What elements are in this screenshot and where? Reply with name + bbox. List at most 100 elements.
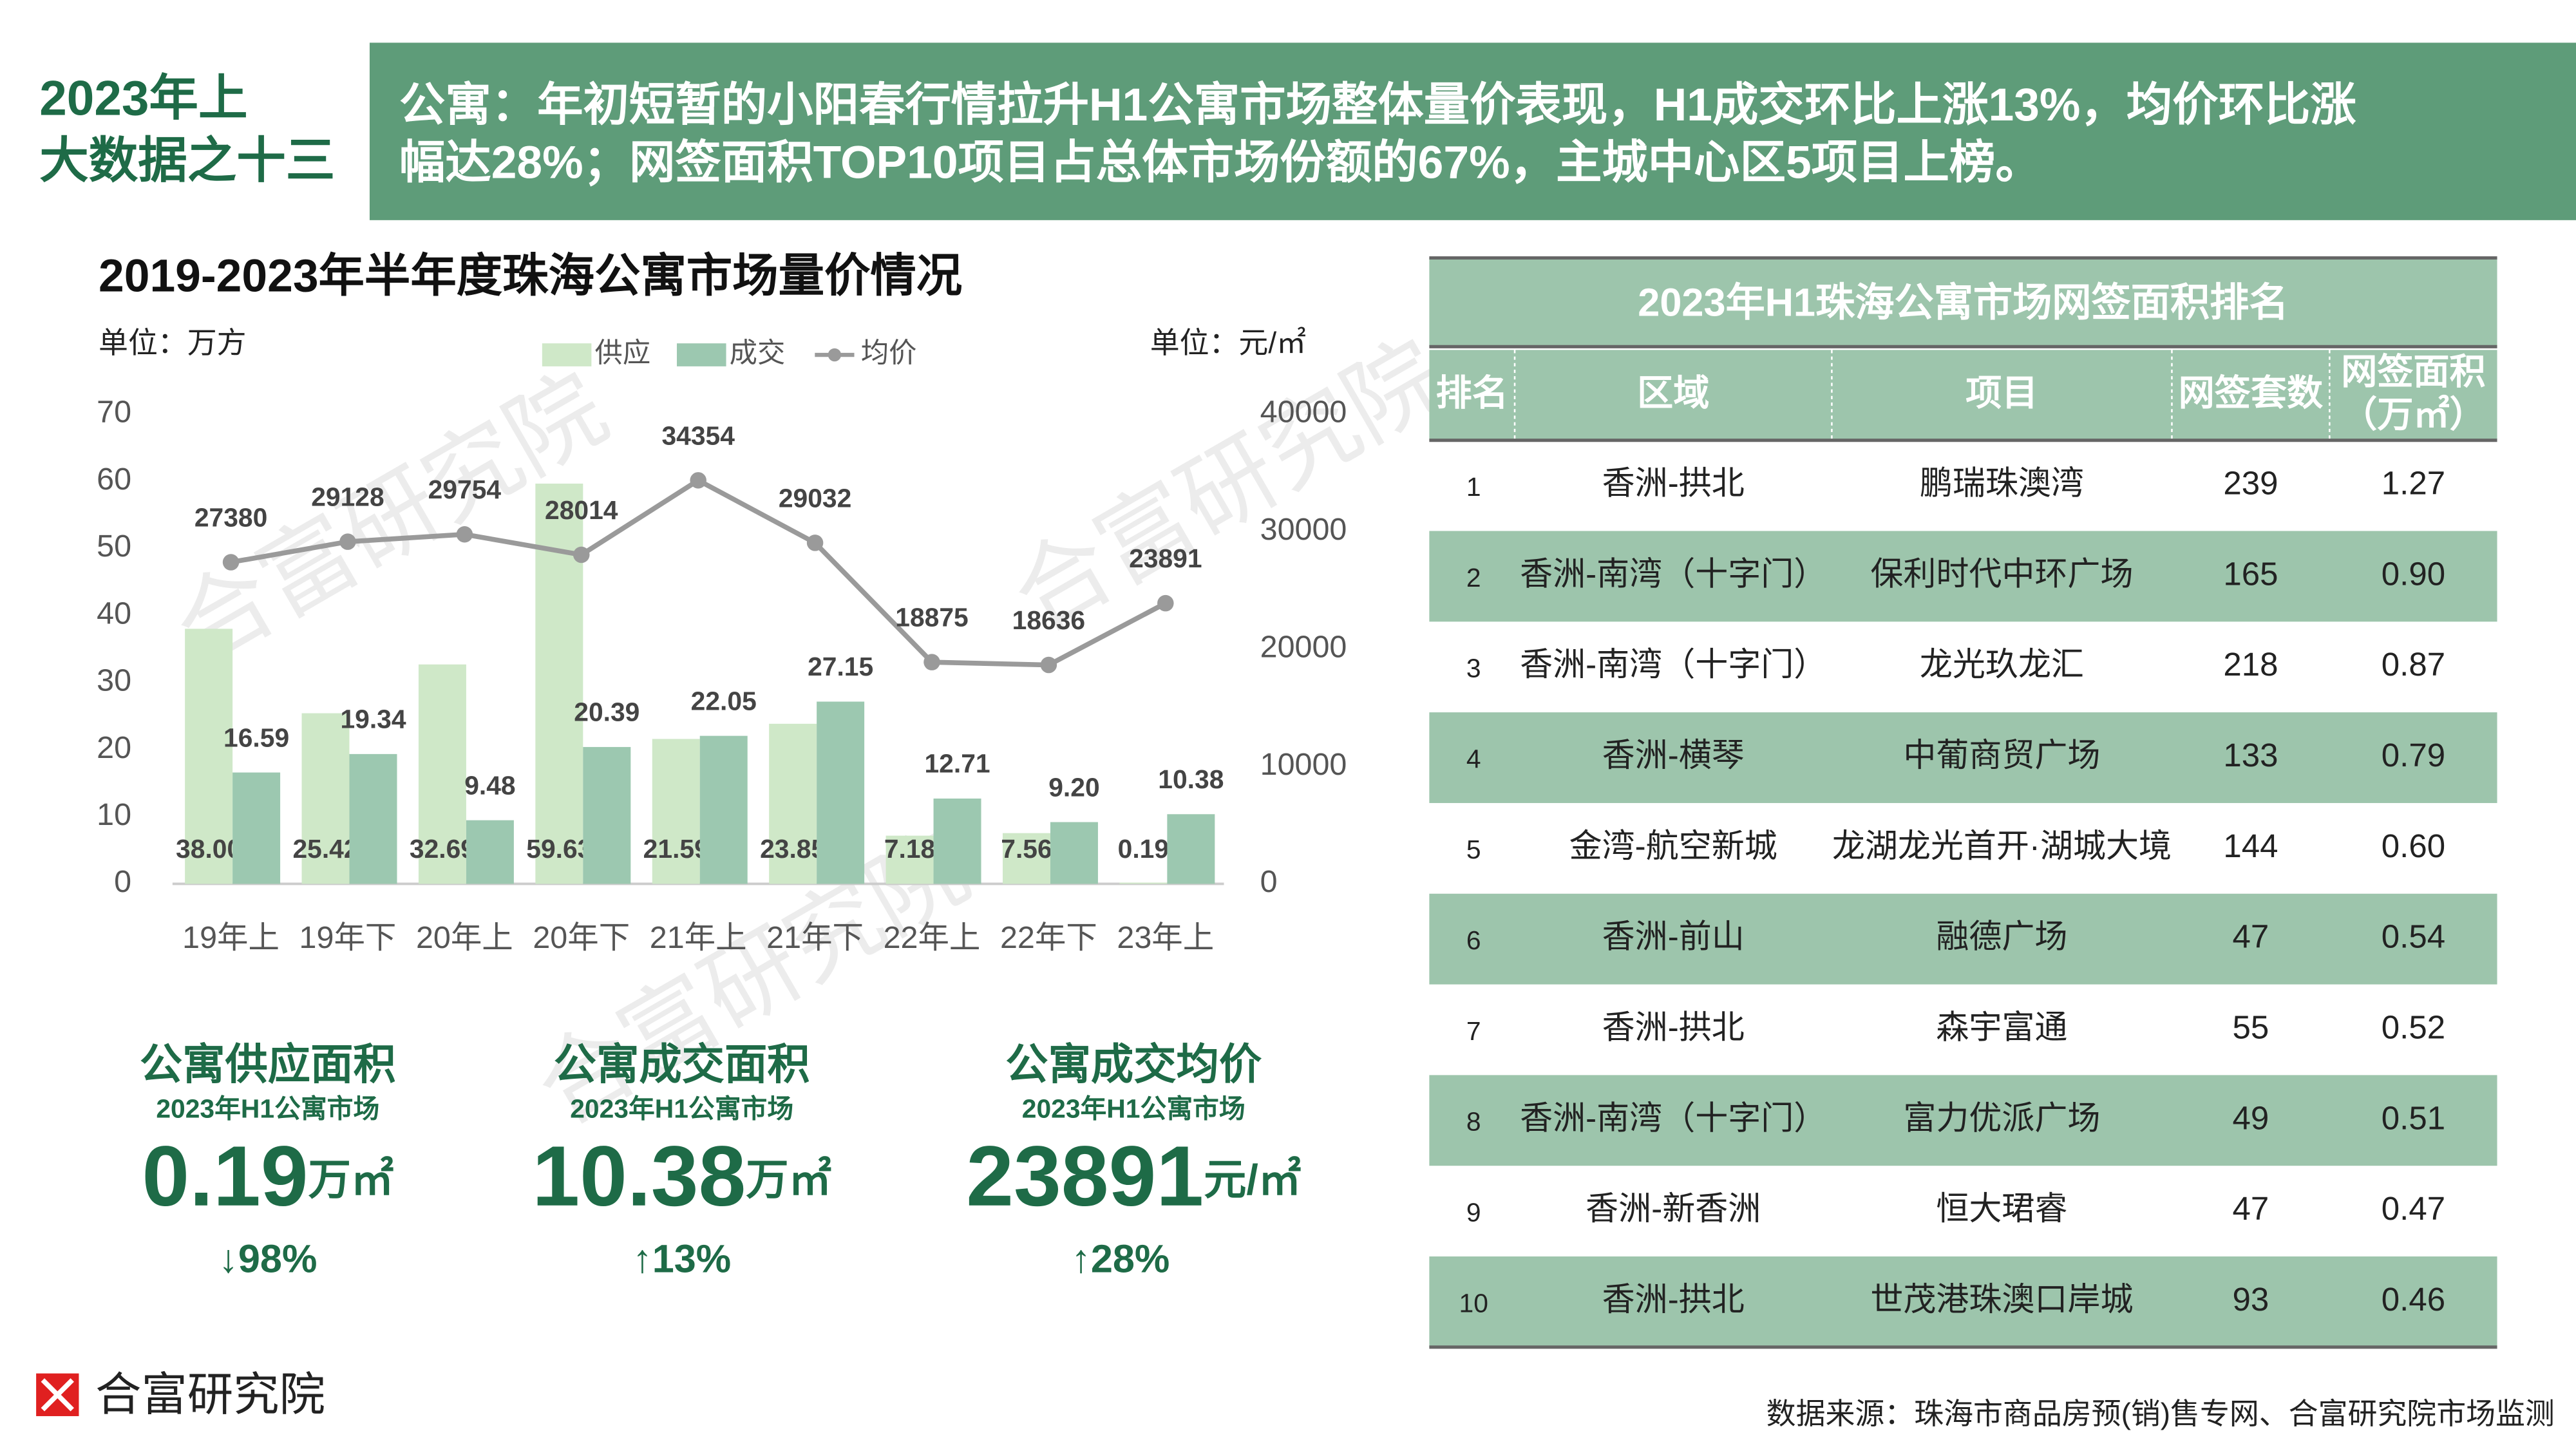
stat-number: 10.38 [532, 1129, 746, 1224]
bar-value-label: 10.38 [1158, 764, 1224, 794]
table-cell: 0.60 [2382, 828, 2445, 864]
price-point [923, 654, 940, 670]
table-header: 区域 [1637, 373, 1709, 413]
table-cell: 2 [1466, 563, 1481, 592]
bar [301, 713, 350, 884]
x-tick-label: 19年上 [182, 920, 279, 955]
table-cell: 5 [1466, 835, 1481, 864]
y-tick-label: 70 [97, 395, 131, 430]
table-cell: 0.46 [2382, 1281, 2445, 1318]
bar-value-label: 22.05 [691, 686, 757, 715]
table-header: 网签套数 [2179, 373, 2324, 413]
price-label: 18875 [895, 603, 968, 632]
table-header: （万㎡） [2341, 394, 2485, 435]
table-title: 2023年H1珠海公寓市场网签面积排名 [1638, 281, 2288, 325]
bar-value-label: 9.20 [1048, 772, 1099, 802]
table-cell: 0.54 [2382, 918, 2445, 955]
table-header: 排名 [1436, 373, 1508, 413]
table-cell: 218 [2223, 646, 2278, 683]
price-label: 28014 [545, 495, 618, 525]
header-title: 大数据之十三 [39, 133, 335, 188]
bar-value-label: 20.39 [574, 697, 639, 727]
table-cell: 龙光玖龙汇 [1920, 646, 2084, 683]
table-row-bg [1429, 531, 2497, 622]
bar [1002, 833, 1050, 884]
table-cell: 47 [2233, 918, 2269, 955]
bar [466, 820, 514, 884]
bar-value-label: 38.00 [176, 834, 242, 864]
x-tick-label: 22年上 [884, 920, 981, 955]
x-tick-label: 22年下 [1000, 920, 1097, 955]
table-cell: 1 [1466, 472, 1481, 502]
table-cell: 世茂港珠澳口岸城 [1870, 1281, 2133, 1318]
table-cell: 香洲-南湾（十字门） [1520, 646, 1826, 683]
table-cell: 香洲-南湾（十字门） [1520, 1099, 1826, 1136]
footer-source: 数据来源：珠海市商品房预(销)售专网、合富研究院市场监测 [1766, 1397, 2555, 1430]
price-point [339, 533, 356, 550]
stat-title: 公寓成交面积 [554, 1041, 810, 1089]
bar [699, 735, 748, 884]
bar-value-label: 21.59 [643, 834, 709, 864]
stat-unit: 万㎡ [308, 1155, 394, 1204]
y2-tick-label: 20000 [1260, 629, 1347, 664]
bar [1167, 814, 1215, 884]
bar [583, 746, 631, 884]
price-point [1157, 594, 1174, 612]
legend-swatch [677, 343, 726, 366]
legend-label: 均价 [861, 337, 917, 368]
price-point [222, 554, 240, 571]
bar [349, 753, 397, 884]
price-point [573, 546, 590, 564]
logo-icon-mark [41, 1378, 74, 1412]
banner [369, 43, 2576, 220]
price-label: 27380 [194, 502, 267, 532]
legend-dot [828, 348, 842, 362]
bar-value-label: 7.56 [1001, 834, 1052, 864]
table-header-bg [1429, 350, 2497, 440]
bar [817, 701, 865, 884]
y2-tick-label: 40000 [1260, 395, 1347, 430]
bar-value-label: 7.18 [884, 834, 935, 864]
table-row-bg [1429, 1075, 2497, 1166]
table-cell: 47 [2233, 1190, 2269, 1227]
table-cell: 0.90 [2382, 555, 2445, 592]
x-tick-label: 23年上 [1117, 920, 1214, 955]
table-cell: 8 [1466, 1107, 1481, 1137]
stat-number: 23891 [966, 1129, 1204, 1224]
bar [886, 835, 934, 884]
price-label: 29128 [311, 482, 384, 512]
table-cell: 0.47 [2382, 1190, 2445, 1227]
table-cell: 133 [2223, 737, 2278, 773]
x-tick-label: 21年上 [650, 920, 747, 955]
table-cell: 93 [2233, 1281, 2269, 1318]
bar-value-label: 9.48 [464, 770, 515, 800]
bar-value-label: 59.63 [526, 834, 592, 864]
price-point [1040, 656, 1057, 674]
bar [535, 483, 583, 884]
stat-title: 公寓供应面积 [140, 1041, 396, 1089]
chart-title: 2019-2023年半年度珠海公寓市场量价情况 [99, 251, 962, 302]
table-cell: 55 [2233, 1009, 2269, 1045]
stat-value: 23891元/㎡ [966, 1129, 1301, 1224]
price-point [456, 526, 473, 543]
x-tick-label: 19年下 [299, 920, 397, 955]
y2-tick-label: 0 [1260, 864, 1278, 899]
legend-swatch [542, 343, 592, 366]
stat-change: ↓98% [218, 1236, 317, 1280]
bar-value-label: 0.19 [1118, 834, 1169, 864]
table-cell: 恒大珺睿 [1936, 1190, 2067, 1227]
table-cell: 香洲-南湾（十字门） [1520, 555, 1826, 592]
table-row-bg [1429, 712, 2497, 803]
table-header: 网签面积 [2341, 351, 2485, 392]
stat-subtitle: 2023年H1公寓市场 [570, 1094, 793, 1123]
bar-value-label: 27.15 [808, 652, 873, 681]
table-cell: 0.87 [2382, 646, 2445, 683]
y-unit: 单位：万方 [99, 326, 247, 359]
bar [1050, 822, 1098, 884]
table-title-bg [1429, 258, 2497, 347]
table-cell: 9 [1466, 1197, 1481, 1227]
table-row-bg [1429, 893, 2497, 985]
table-cell: 富力优派广场 [1903, 1099, 2100, 1136]
x-tick-label: 20年上 [416, 920, 513, 955]
